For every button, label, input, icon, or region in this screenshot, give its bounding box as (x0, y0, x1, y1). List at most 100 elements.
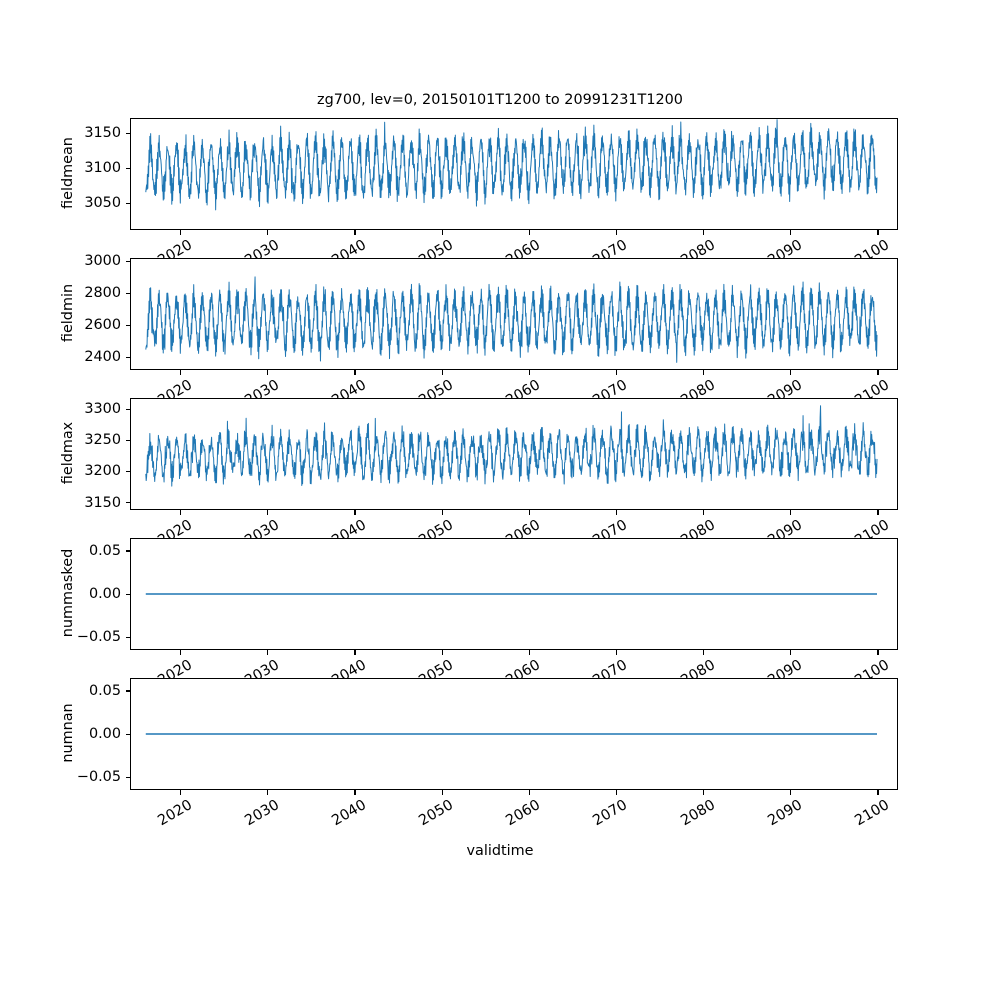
x-tick-mark (441, 790, 443, 795)
x-tick-mark (790, 230, 792, 235)
x-axis-label: validtime (466, 843, 534, 859)
data-line-fieldmean (146, 120, 877, 210)
x-tick-band: 2020 2030 2040 2050 2060 2070 2080 2090 2100 (0, 370, 1000, 398)
y-tick-mark (125, 408, 130, 410)
x-tick-mark (615, 230, 618, 235)
plot-panel-fieldmax (130, 398, 898, 510)
x-tick-label: 2080 (677, 657, 718, 678)
x-tick-label: 2080 (677, 377, 718, 398)
y-tick-label: 3000 (84, 253, 121, 270)
x-tick-label: 2050 (416, 517, 457, 538)
x-tick-mark (703, 790, 705, 795)
x-tick-label: 2020 (154, 517, 195, 538)
y-tick-mark (125, 260, 130, 262)
x-tick-label: 2070 (590, 657, 631, 678)
x-tick-mark (703, 370, 705, 375)
x-tick-mark (528, 790, 530, 795)
x-tick-mark (441, 370, 443, 375)
x-tick-label: 2060 (503, 237, 544, 258)
x-tick-mark (441, 510, 443, 515)
y-tick-label: 0.00 (88, 726, 121, 742)
x-tick-mark (441, 230, 443, 235)
x-tick-mark (790, 650, 792, 655)
x-tick-label: 2020 (154, 377, 195, 398)
figure-title: zg700, lev=0, 20150101T1200 to 20991231T… (317, 92, 683, 108)
plot-panel-nummasked (130, 538, 898, 650)
x-tick-mark (528, 230, 530, 235)
y-tick-mark (125, 733, 130, 735)
x-tick-mark (877, 650, 879, 655)
x-tick-label: 2100 (852, 237, 892, 258)
y-tick-label: −0.05 (76, 769, 121, 786)
y-tick-mark (125, 439, 130, 441)
y-tick-label: 3150 (84, 125, 121, 142)
y-tick-mark (125, 470, 130, 473)
x-tick-mark (180, 370, 182, 375)
x-tick-label: 2020 (154, 657, 195, 678)
y-axis-label-fieldmax: fieldmax (60, 421, 76, 485)
x-tick-band: 2020 2030 2040 2050 2060 2070 2080 2090 2100 (0, 790, 1000, 850)
x-tick-label: 2030 (242, 657, 282, 678)
x-tick-label: 2100 (852, 657, 892, 678)
x-tick-mark (354, 650, 356, 655)
y-tick-label: 2600 (84, 317, 121, 334)
x-tick-mark (267, 510, 269, 515)
y-axis-label-numnan: numnan (60, 703, 76, 763)
y-tick-mark (125, 202, 130, 204)
x-tick-mark (703, 230, 705, 235)
x-tick-label: 2030 (242, 377, 282, 398)
y-tick-mark (125, 776, 130, 778)
plot-panel-fieldmin (130, 258, 898, 370)
x-tick-mark (790, 370, 792, 375)
x-tick-mark (180, 510, 182, 515)
x-tick-label: 2050 (416, 237, 457, 258)
x-tick-label: 2060 (503, 377, 544, 398)
x-tick-mark (180, 790, 182, 795)
x-tick-mark (180, 230, 182, 235)
y-tick-label: 3250 (84, 432, 121, 449)
x-tick-mark (877, 790, 879, 795)
x-tick-label: 2070 (590, 517, 631, 538)
x-tick-mark (267, 230, 269, 235)
y-tick-mark (125, 167, 130, 169)
x-tick-mark (703, 650, 705, 655)
x-tick-label: 2050 (416, 657, 457, 678)
x-tick-mark (615, 790, 618, 795)
x-tick-band: 2020 2030 2040 2050 2060 2070 2080 2090 2100 (0, 650, 1000, 678)
x-tick-mark (267, 650, 269, 655)
y-tick-label: 3100 (84, 160, 121, 177)
x-tick-label: 2060 (503, 657, 544, 678)
x-tick-band: 2020 2030 2040 2050 2060 2070 2080 2090 2100 (0, 230, 1000, 258)
x-tick-mark (877, 230, 879, 235)
x-tick-label: 2090 (765, 517, 805, 538)
y-tick-mark (125, 593, 130, 595)
x-tick-label: 2040 (329, 237, 369, 258)
plot-panel-fieldmean (130, 118, 898, 230)
x-tick-mark (528, 370, 530, 375)
x-tick-mark (615, 510, 618, 515)
x-tick-mark (354, 230, 356, 235)
x-tick-mark (790, 790, 792, 795)
y-tick-label: 3200 (84, 463, 121, 480)
y-tick-mark (125, 324, 130, 326)
y-tick-mark (125, 636, 130, 638)
y-tick-label: 3150 (84, 494, 121, 511)
y-tick-mark (125, 690, 130, 692)
x-tick-label: 2090 (765, 377, 805, 398)
x-tick-label: 2090 (765, 657, 805, 678)
data-line-fieldmax (146, 406, 877, 486)
x-tick-mark (703, 510, 705, 515)
x-tick-label: 2070 (590, 377, 631, 398)
y-tick-mark (125, 550, 130, 552)
x-tick-mark (528, 510, 530, 515)
y-tick-mark (125, 292, 130, 294)
y-tick-mark (125, 502, 130, 504)
y-axis-label-fieldmean: fieldmean (60, 137, 76, 209)
x-tick-mark (354, 370, 356, 375)
x-tick-label: 2040 (329, 517, 369, 538)
x-tick-label: 2080 (677, 237, 718, 258)
x-tick-mark (528, 650, 530, 655)
data-line-fieldmin (146, 277, 877, 362)
y-tick-label: 3050 (84, 195, 121, 212)
y-tick-label: 3300 (84, 401, 121, 418)
